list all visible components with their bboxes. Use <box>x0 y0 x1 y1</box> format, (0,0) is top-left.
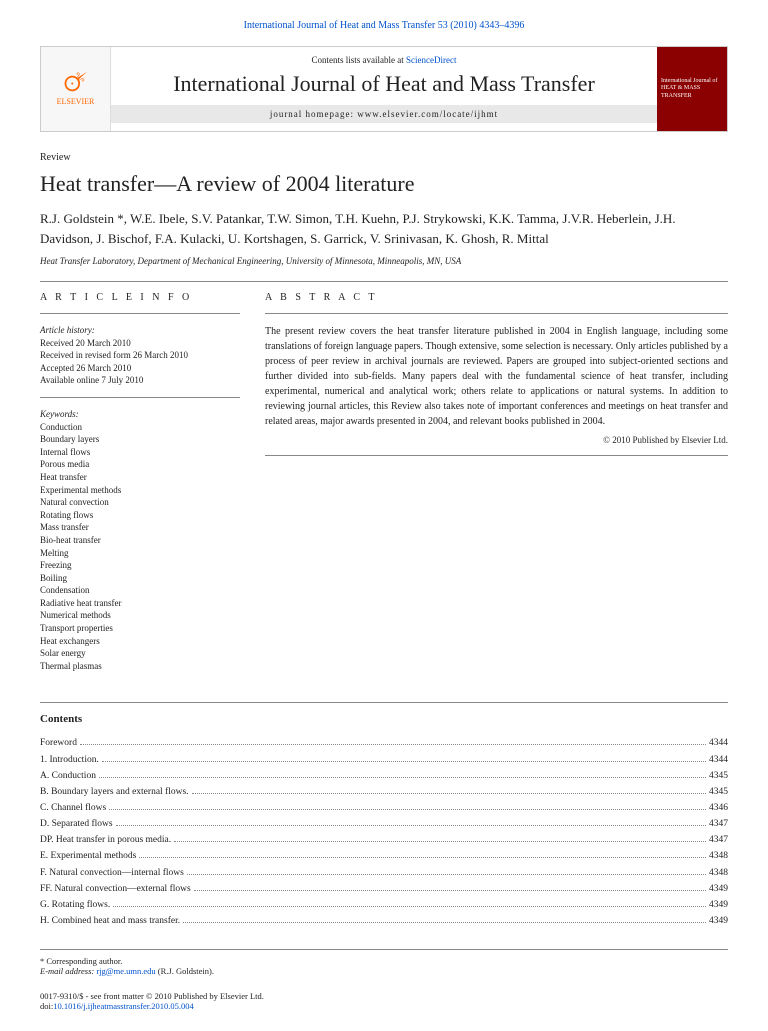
contents-available-line: Contents lists available at ScienceDirec… <box>111 55 657 65</box>
keyword: Boundary layers <box>40 433 240 446</box>
keyword: Porous media <box>40 458 240 471</box>
toc-entry[interactable]: G. Rotating flows.4349 <box>40 897 728 913</box>
article-info-heading: A R T I C L E I N F O <box>40 292 240 303</box>
toc-entry[interactable]: B. Boundary layers and external flows.43… <box>40 784 728 800</box>
toc-entry[interactable]: E. Experimental methods4348 <box>40 848 728 864</box>
journal-name: International Journal of Heat and Mass T… <box>111 71 657 97</box>
article-history: Article history: Received 20 March 2010 … <box>40 324 240 387</box>
keyword: Rotating flows <box>40 509 240 522</box>
homepage-line: journal homepage: www.elsevier.com/locat… <box>111 105 657 123</box>
keyword: Heat exchangers <box>40 635 240 648</box>
doi-link[interactable]: 10.1016/j.ijheatmasstransfer.2010.05.004 <box>53 1001 193 1011</box>
toc-entry[interactable]: 1. Introduction.4344 <box>40 752 728 768</box>
footer: 0017-9310/$ - see front matter © 2010 Pu… <box>40 991 728 1011</box>
copyright: © 2010 Published by Elsevier Ltd. <box>265 435 728 445</box>
toc-entry[interactable]: D. Separated flows4347 <box>40 816 728 832</box>
toc-entry[interactable]: H. Combined heat and mass transfer.4349 <box>40 913 728 929</box>
keyword: Internal flows <box>40 446 240 459</box>
sciencedirect-link[interactable]: ScienceDirect <box>406 55 456 65</box>
contents-heading: Contents <box>40 713 728 725</box>
keyword: Boiling <box>40 572 240 585</box>
keyword: Numerical methods <box>40 609 240 622</box>
toc-entry[interactable]: Foreword4344 <box>40 735 728 751</box>
abstract-heading: A B S T R A C T <box>265 292 728 303</box>
toc-entry[interactable]: A. Conduction4345 <box>40 768 728 784</box>
keyword: Experimental methods <box>40 484 240 497</box>
keyword: Radiative heat transfer <box>40 597 240 610</box>
keyword: Transport properties <box>40 622 240 635</box>
footnotes: * Corresponding author. E-mail address: … <box>40 949 728 976</box>
keyword: Solar energy <box>40 647 240 660</box>
keyword: Freezing <box>40 559 240 572</box>
corresponding-email[interactable]: rjg@me.umn.edu <box>96 966 155 976</box>
publisher-logo: 🜚ELSEVIER <box>41 47 111 131</box>
keyword: Heat transfer <box>40 471 240 484</box>
keyword: Melting <box>40 547 240 560</box>
article-type: Review <box>40 152 728 163</box>
keyword: Thermal plasmas <box>40 660 240 673</box>
toc-entry[interactable]: F. Natural convection—internal flows4348 <box>40 865 728 881</box>
toc-entry[interactable]: C. Channel flows4346 <box>40 800 728 816</box>
journal-cover: International Journal of HEAT & MASS TRA… <box>657 47 727 131</box>
journal-header: 🜚ELSEVIER Contents lists available at Sc… <box>40 46 728 132</box>
citation-header: International Journal of Heat and Mass T… <box>40 20 728 31</box>
keyword: Natural convection <box>40 496 240 509</box>
affiliation: Heat Transfer Laboratory, Department of … <box>40 256 728 266</box>
table-of-contents: Foreword43441. Introduction.4344A. Condu… <box>40 735 728 929</box>
keyword: Bio-heat transfer <box>40 534 240 547</box>
authors: R.J. Goldstein *, W.E. Ibele, S.V. Patan… <box>40 209 728 248</box>
keywords-block: Keywords: ConductionBoundary layersInter… <box>40 408 240 672</box>
keyword: Condensation <box>40 584 240 597</box>
abstract-text: The present review covers the heat trans… <box>265 324 728 429</box>
toc-entry[interactable]: DP. Heat transfer in porous media.4347 <box>40 832 728 848</box>
keyword: Conduction <box>40 421 240 434</box>
article-title: Heat transfer—A review of 2004 literatur… <box>40 171 728 197</box>
keyword: Mass transfer <box>40 521 240 534</box>
toc-entry[interactable]: FF. Natural convection—external flows434… <box>40 881 728 897</box>
